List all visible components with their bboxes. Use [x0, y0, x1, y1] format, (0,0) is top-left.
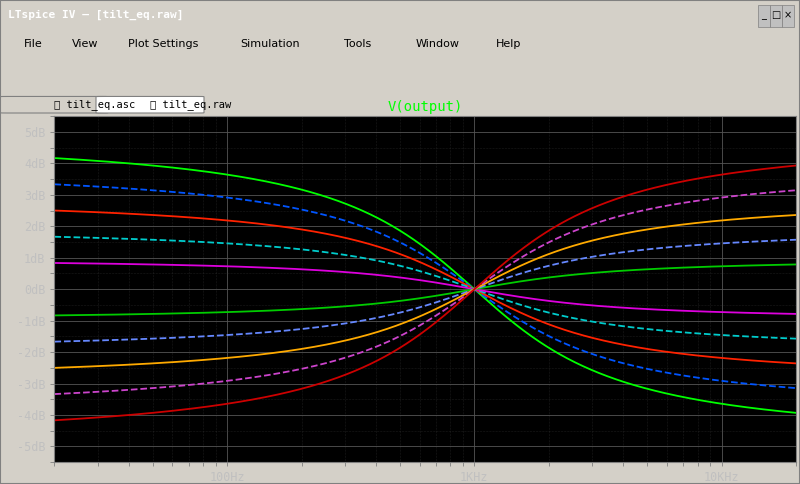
Text: Window: Window	[416, 39, 460, 48]
Text: LTspice IV – [tilt_eq.raw]: LTspice IV – [tilt_eq.raw]	[8, 10, 183, 20]
Text: Simulation: Simulation	[240, 39, 300, 48]
Text: Help: Help	[496, 39, 522, 48]
FancyBboxPatch shape	[96, 96, 204, 113]
Text: File: File	[24, 39, 42, 48]
Text: Plot Settings: Plot Settings	[128, 39, 198, 48]
Text: _: _	[762, 10, 766, 20]
Text: ⌇ tilt_eq.asc: ⌇ tilt_eq.asc	[54, 99, 136, 110]
Bar	[782, 5, 794, 27]
Bar	[758, 5, 770, 27]
Bar	[770, 5, 782, 27]
Text: ⌇ tilt_eq.raw: ⌇ tilt_eq.raw	[150, 99, 232, 110]
Text: View: View	[72, 39, 98, 48]
FancyBboxPatch shape	[0, 96, 108, 113]
Text: Tools: Tools	[344, 39, 371, 48]
Title: V(output): V(output)	[387, 100, 463, 114]
Text: □: □	[771, 10, 781, 20]
Text: ×: ×	[784, 10, 792, 20]
